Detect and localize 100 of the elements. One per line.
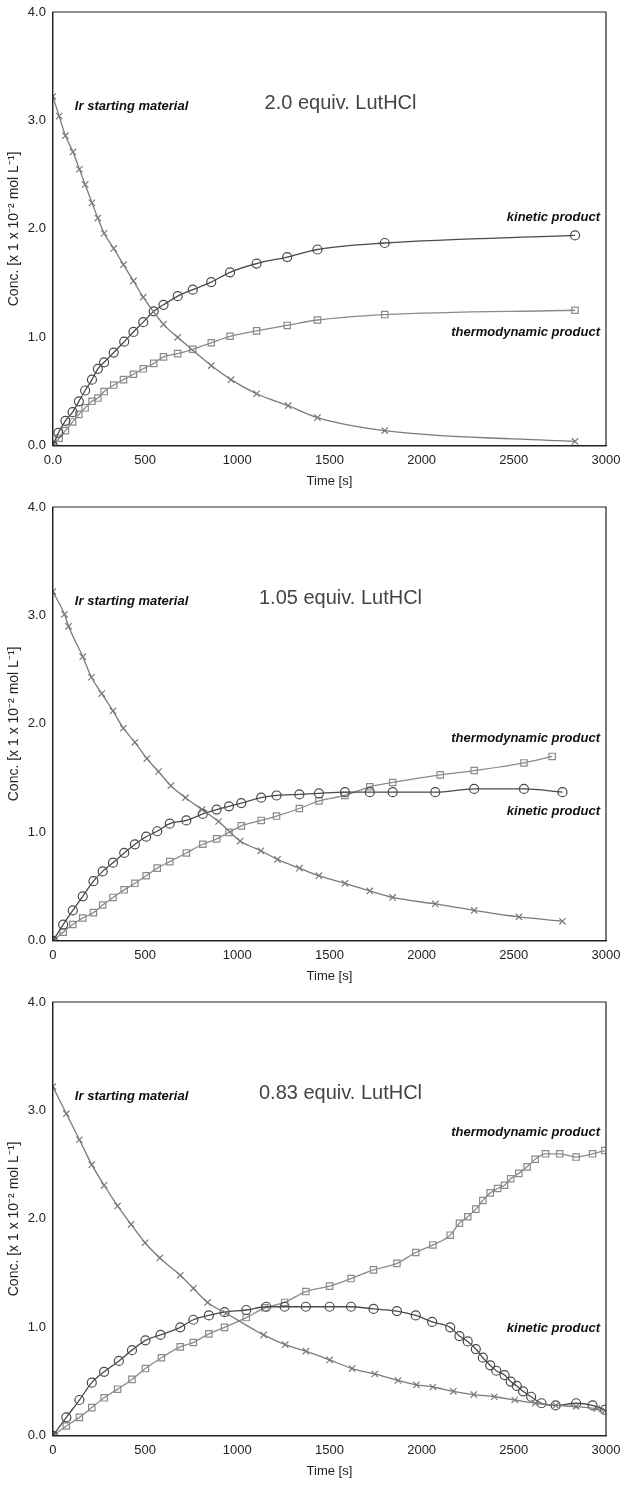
point [107, 857, 119, 868]
point [119, 260, 128, 269]
point [211, 804, 222, 815]
point [325, 1282, 334, 1290]
point [74, 1394, 85, 1406]
point [479, 1196, 487, 1205]
point [572, 1153, 580, 1161]
point [53, 427, 64, 438]
point [283, 321, 291, 330]
x-tick-label: 500 [134, 452, 156, 468]
point [257, 816, 265, 825]
point [69, 920, 77, 929]
point [313, 788, 325, 799]
point [223, 801, 235, 812]
x-tick-label: 2000 [407, 452, 437, 468]
point [587, 1400, 598, 1411]
text: kinetic product [506, 1320, 601, 1336]
point [394, 1376, 402, 1385]
point [75, 1135, 84, 1144]
point [477, 1352, 488, 1363]
point [366, 887, 374, 895]
point [214, 817, 223, 826]
y-tick-label: 2.0 [27, 715, 46, 731]
point [520, 759, 528, 767]
point [391, 1305, 403, 1317]
point [241, 1304, 252, 1316]
point [226, 332, 234, 341]
text: 2.0 equiv. LutHCl [264, 90, 417, 113]
point [242, 1313, 251, 1322]
point [188, 1314, 199, 1325]
point [159, 320, 168, 329]
point [490, 1392, 499, 1401]
point [81, 180, 89, 189]
point [164, 818, 175, 829]
point [510, 1396, 519, 1404]
point [113, 1202, 122, 1210]
point [493, 1184, 502, 1193]
y-tick-label: 2.0 [27, 1210, 46, 1226]
point [75, 165, 84, 174]
point [109, 244, 118, 253]
series-label: Ir starting material [74, 593, 189, 609]
point [67, 905, 78, 916]
point [436, 771, 445, 779]
point [98, 901, 107, 909]
point [64, 622, 73, 631]
point [284, 401, 292, 410]
point [379, 237, 390, 249]
point [55, 434, 63, 442]
point [280, 1298, 289, 1307]
point [94, 214, 102, 222]
point [157, 1353, 166, 1362]
point [109, 893, 117, 902]
point [236, 837, 244, 845]
point [347, 1274, 355, 1283]
point [366, 783, 374, 791]
series-label: kinetic product [506, 208, 601, 224]
point [62, 1422, 71, 1430]
point [486, 1189, 494, 1197]
point [127, 1220, 135, 1229]
x-tick-label: 500 [134, 1442, 156, 1458]
point [73, 396, 84, 407]
point [154, 767, 163, 776]
point [225, 828, 233, 837]
point [572, 1402, 580, 1411]
y-axis-title: Conc. [x 1 x 10⁻² mol L⁻¹] [5, 1141, 22, 1297]
point [60, 415, 71, 426]
point [148, 306, 159, 317]
point [536, 1398, 547, 1409]
point [142, 871, 150, 880]
point [302, 1347, 310, 1355]
point [113, 1385, 122, 1393]
point [446, 1231, 454, 1239]
point [120, 886, 129, 894]
point [588, 1150, 597, 1158]
point [236, 797, 247, 809]
point [149, 359, 158, 368]
point [339, 787, 351, 798]
point [526, 1391, 537, 1402]
point [410, 1310, 421, 1321]
point [427, 1316, 438, 1328]
point [348, 1364, 356, 1373]
point [412, 1381, 421, 1389]
point [175, 1322, 186, 1333]
point [511, 1380, 522, 1392]
y-tick-label: 0.0 [27, 932, 46, 948]
y-tick-label: 4.0 [27, 498, 46, 514]
point [129, 839, 141, 850]
point [153, 864, 162, 872]
point [212, 835, 221, 843]
point [189, 1284, 198, 1293]
point [571, 1398, 582, 1409]
point [371, 1370, 379, 1378]
point [187, 284, 198, 295]
point [462, 1336, 473, 1347]
point [279, 1301, 290, 1312]
point [140, 1335, 151, 1346]
x-axis-title: Time [s] [306, 472, 353, 488]
point [252, 389, 261, 398]
point [411, 1248, 420, 1257]
y-tick-label: 0.0 [27, 1427, 46, 1443]
